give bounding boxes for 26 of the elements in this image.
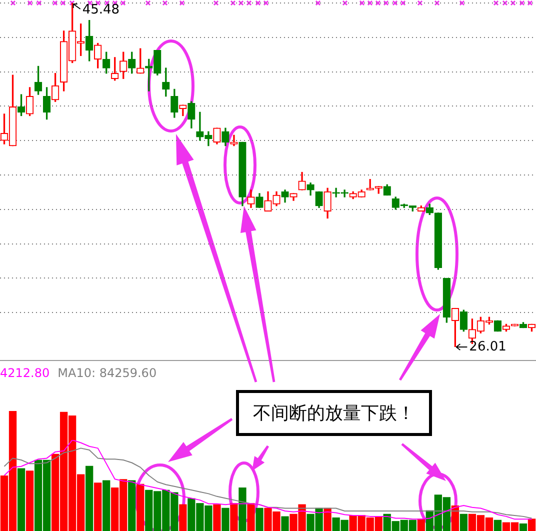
bar	[230, 503, 238, 531]
annotation: 45.48	[82, 2, 120, 18]
annotation: 26.01	[469, 339, 506, 354]
annotation: 不间断的放量下跌！	[236, 390, 432, 436]
bar	[179, 504, 187, 531]
bar	[17, 468, 26, 531]
bar	[281, 516, 289, 531]
bar	[128, 480, 136, 531]
bar	[213, 504, 221, 531]
bar	[460, 514, 468, 531]
bar	[494, 520, 502, 531]
bar	[86, 466, 94, 531]
bar	[238, 487, 246, 531]
bar	[417, 518, 425, 531]
bar	[222, 508, 230, 531]
text: 4212.80	[0, 366, 50, 380]
bar	[136, 484, 144, 531]
bar	[256, 508, 264, 531]
bar	[102, 480, 110, 531]
bar	[528, 518, 536, 531]
bar	[451, 505, 460, 531]
bar	[247, 503, 255, 531]
bar	[94, 482, 102, 531]
text: MA10: 84259.60	[58, 366, 157, 380]
bar	[26, 470, 34, 531]
bar	[519, 523, 528, 531]
